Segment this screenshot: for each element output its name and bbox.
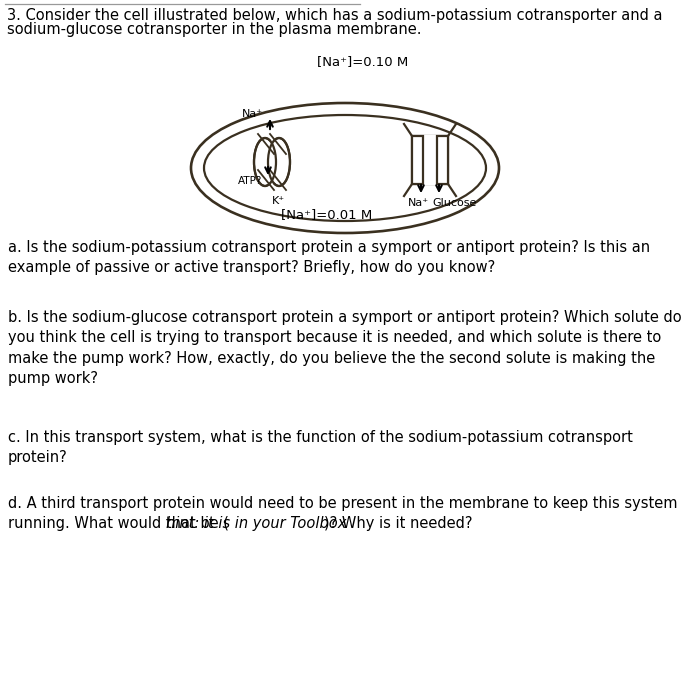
Bar: [437, 136, 448, 184]
Text: b. Is the sodium-glucose cotransport protein a symport or antiport protein? Whic: b. Is the sodium-glucose cotransport pro…: [8, 310, 681, 386]
Text: running. What would that be (: running. What would that be (: [8, 516, 229, 531]
Ellipse shape: [204, 115, 486, 221]
Bar: [423, 135, 437, 185]
Text: Na⁺: Na⁺: [242, 109, 263, 119]
Text: [Na⁺]=0.10 M: [Na⁺]=0.10 M: [317, 55, 409, 68]
Text: sodium-glucose cotransporter in the plasma membrane.: sodium-glucose cotransporter in the plas…: [7, 22, 422, 37]
Text: 3. Consider the cell illustrated below, which has a sodium-potassium cotransport: 3. Consider the cell illustrated below, …: [7, 8, 663, 23]
Ellipse shape: [266, 140, 278, 184]
Ellipse shape: [268, 138, 290, 186]
Text: a. Is the sodium-potassium cotransport protein a symport or antiport protein? Is: a. Is the sodium-potassium cotransport p…: [8, 240, 650, 275]
Text: c. In this transport system, what is the function of the sodium-potassium cotran: c. In this transport system, what is the…: [8, 430, 633, 465]
Text: d. A third transport protein would need to be present in the membrane to keep th: d. A third transport protein would need …: [8, 496, 677, 511]
Bar: [412, 136, 448, 184]
Text: Glucose: Glucose: [432, 198, 476, 208]
Text: K⁺: K⁺: [272, 196, 285, 206]
Text: [Na⁺]=0.01 M: [Na⁺]=0.01 M: [281, 208, 372, 221]
Ellipse shape: [254, 138, 276, 186]
Text: ATP?: ATP?: [238, 176, 262, 186]
Text: hint: it is in your Toolbox: hint: it is in your Toolbox: [166, 516, 347, 531]
Bar: [412, 136, 423, 184]
Text: Na⁺: Na⁺: [408, 198, 429, 208]
Ellipse shape: [189, 101, 501, 235]
Text: )? Why is it needed?: )? Why is it needed?: [324, 516, 473, 531]
